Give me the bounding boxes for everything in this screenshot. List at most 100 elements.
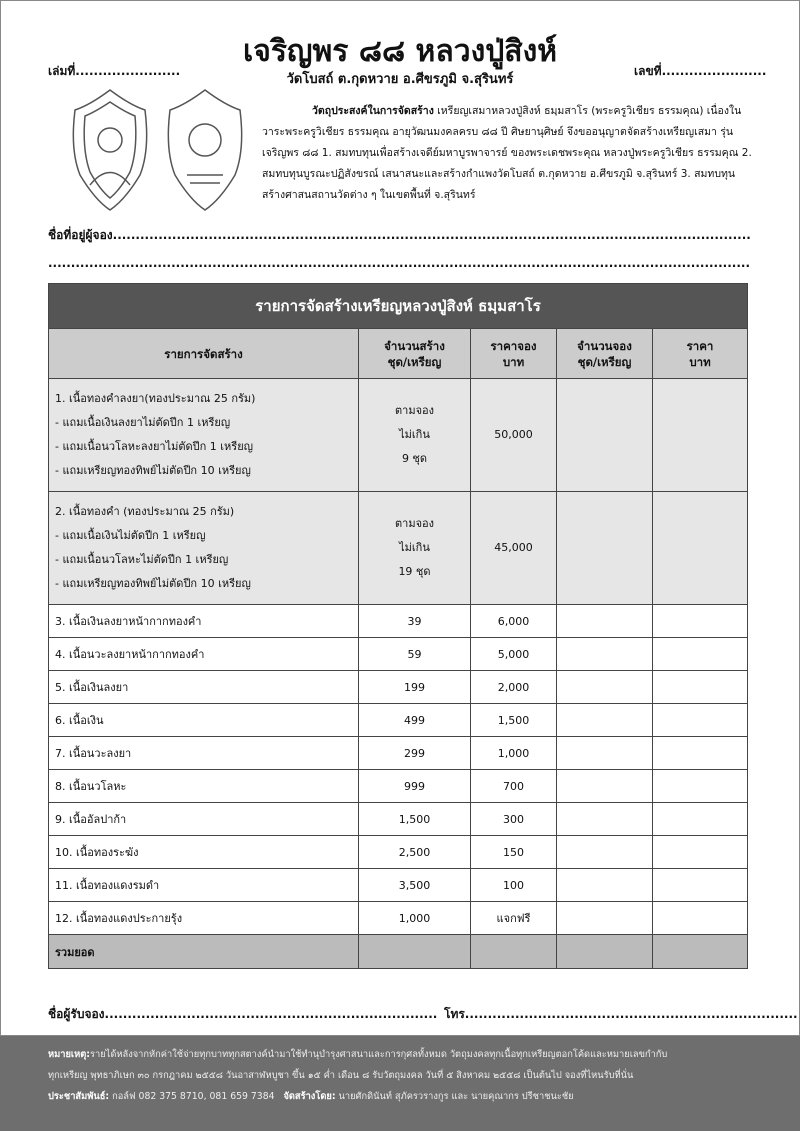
item-cell: 7. เนื้อนวะลงยา: [48, 736, 359, 770]
total-count-cell[interactable]: [556, 934, 653, 969]
note-label: หมายเหตุ:: [48, 1049, 90, 1060]
order-count-cell[interactable]: [556, 901, 653, 935]
table-row: 8. เนื้อนวโลหะ 999 700: [48, 769, 748, 803]
order-count-cell[interactable]: [556, 835, 653, 869]
qty-cell: 39: [358, 604, 471, 638]
item-cell: 6. เนื้อเงิน: [48, 703, 359, 737]
amount-cell[interactable]: [652, 703, 748, 737]
item-cell: 4. เนื้อนวะลงยาหน้ากากทองคำ: [48, 637, 359, 671]
order-count-cell[interactable]: [556, 736, 653, 770]
note-text: รายได้หลังจากหักค่าใช้จ่ายทุกบาททุกสตางค…: [90, 1049, 668, 1060]
amount-cell[interactable]: [652, 868, 748, 902]
item-line: - แถมเหรียญทองทิพย์ไม่ตัดปีก 10 เหรียญ: [55, 464, 251, 477]
col-header-price: ราคาจอง บาท: [470, 328, 557, 379]
made-by-label: จัดสร้างโดย:: [283, 1091, 336, 1102]
amount-cell[interactable]: [652, 378, 748, 492]
form-number-label: เลขที่.......................: [634, 64, 767, 78]
price-cell: 150: [470, 835, 557, 869]
qty-cell: 999: [358, 769, 471, 803]
price-cell: 300: [470, 802, 557, 836]
table-row: 1. เนื้อทองคำลงยา(ทองประมาณ 25 กรัม) - แถ…: [48, 378, 748, 492]
amount-cell[interactable]: [652, 835, 748, 869]
qty-cell: 1,500: [358, 802, 471, 836]
price-cell: 6,000: [470, 604, 557, 638]
item-cell: 8. เนื้อนวโลหะ: [48, 769, 359, 803]
qty-cell: 499: [358, 703, 471, 737]
amount-cell[interactable]: [652, 604, 748, 638]
note-text-2: ทุกเหรียญ พุทธาภิเษก ๓๐ กรกฎาคม ๒๕๕๘ วัน…: [48, 1070, 634, 1081]
table-row: 12. เนื้อทองแดงประกายรุ้ง 1,000 แจกฟรี: [48, 901, 748, 935]
price-cell: แจกฟรี: [470, 901, 557, 935]
qty-cell: 59: [358, 637, 471, 671]
order-count-cell[interactable]: [556, 703, 653, 737]
medal-back-image: [167, 89, 243, 211]
item-cell: 11. เนื้อทองแดงรมดำ: [48, 868, 359, 902]
table-row: 9. เนื้ออัลปาก้า 1,500 300: [48, 802, 748, 836]
amount-cell[interactable]: [652, 802, 748, 836]
order-count-cell[interactable]: [556, 868, 653, 902]
col-header-item: รายการจัดสร้าง: [48, 328, 359, 379]
amount-cell[interactable]: [652, 670, 748, 704]
item-line: 2. เนื้อทองคำ (ทองประมาณ 25 กรัม): [55, 505, 235, 518]
amount-cell[interactable]: [652, 736, 748, 770]
amount-cell[interactable]: [652, 769, 748, 803]
table-row: 7. เนื้อนวะลงยา 299 1,000: [48, 736, 748, 770]
price-cell: 2,000: [470, 670, 557, 704]
order-count-cell[interactable]: [556, 637, 653, 671]
made-by-names: นายศักดินันท์ สุภัครวรางกูร และ นายคุณาก…: [338, 1091, 574, 1102]
item-cell: 9. เนื้ออัลปาก้า: [48, 802, 359, 836]
order-count-cell[interactable]: [556, 491, 653, 605]
receiver-name-field[interactable]: ชื่อผู้รับจอง...........................…: [48, 1007, 438, 1021]
phone-field[interactable]: โทร.....................................…: [444, 1007, 798, 1021]
table-row: 3. เนื้อเงินลงยาหน้ากากทองคำ 39 6,000: [48, 604, 748, 638]
item-line: - แถมเนื้อเงินไม่ตัดปีก 1 เหรียญ: [55, 529, 206, 542]
table-row: 11. เนื้อทองแดงรมดำ 3,500 100: [48, 868, 748, 902]
col-header-order-count: จำนวนจอง ชุด/เหรียญ: [556, 328, 653, 379]
order-count-cell[interactable]: [556, 769, 653, 803]
order-count-cell[interactable]: [556, 378, 653, 492]
table-row: 10. เนื้อทองระฆัง 2,500 150: [48, 835, 748, 869]
purpose-label: วัตถุประสงค์ในการจัดสร้าง: [312, 105, 434, 117]
price-cell: 5,000: [470, 637, 557, 671]
total-amount-cell[interactable]: [652, 934, 748, 969]
price-cell: 50,000: [470, 378, 557, 492]
address-field-line2[interactable]: ........................................…: [48, 256, 750, 270]
table-row: 5. เนื้อเงินลงยา 199 2,000: [48, 670, 748, 704]
medal-front-image: [72, 89, 148, 211]
item-line: 1. เนื้อทองคำลงยา(ทองประมาณ 25 กรัม): [55, 392, 256, 405]
amount-cell[interactable]: [652, 491, 748, 605]
address-field[interactable]: ชื่อที่อยู่ผู้จอง.......................…: [48, 228, 750, 242]
table-row: 2. เนื้อทองคำ (ทองประมาณ 25 กรัม) - แถมเน…: [48, 491, 748, 605]
purpose-text: เหรียญเสมาหลวงปู่สิงห์ ธมฺมสาโร (พระครูว…: [262, 105, 752, 201]
table-row: 4. เนื้อนวะลงยาหน้ากากทองคำ 59 5,000: [48, 637, 748, 671]
qty-cell: 199: [358, 670, 471, 704]
order-count-cell[interactable]: [556, 670, 653, 704]
pr-label: ประชาสัมพันธ์:: [48, 1091, 110, 1102]
book-number-label: เล่มที่.......................: [48, 64, 181, 78]
amount-cell[interactable]: [652, 901, 748, 935]
item-cell: 5. เนื้อเงินลงยา: [48, 670, 359, 704]
order-count-cell[interactable]: [556, 604, 653, 638]
item-cell: 12. เนื้อทองแดงประกายรุ้ง: [48, 901, 359, 935]
footer-notes: หมายเหตุ:รายได้หลังจากหักค่าใช้จ่ายทุกบา…: [0, 1036, 800, 1131]
order-count-cell[interactable]: [556, 802, 653, 836]
item-line: - แถมเนื้อนวโลหะไม่ตัดปีก 1 เหรียญ: [55, 553, 229, 566]
item-line: - แถมเหรียญทองทิพย์ไม่ตัดปีก 10 เหรียญ: [55, 577, 251, 590]
qty-cell: 1,000: [358, 901, 471, 935]
price-cell: 1,000: [470, 736, 557, 770]
col-header-qty: จำนวนสร้าง ชุด/เหรียญ: [358, 328, 471, 379]
order-table: รายการจัดสร้างเหรียญหลวงปู่สิงห์ ธมฺมสาโ…: [48, 283, 748, 969]
qty-cell: 299: [358, 736, 471, 770]
item-cell: 3. เนื้อเงินลงยาหน้ากากทองคำ: [48, 604, 359, 638]
item-cell: 2. เนื้อทองคำ (ทองประมาณ 25 กรัม) - แถมเน…: [48, 491, 359, 605]
item-line: - แถมเนื้อนวโลหะลงยาไม่ตัดปีก 1 เหรียญ: [55, 440, 254, 453]
table-row: 6. เนื้อเงิน 499 1,500: [48, 703, 748, 737]
price-cell: 45,000: [470, 491, 557, 605]
total-label: รวมยอด: [48, 934, 359, 969]
item-line: - แถมเนื้อเงินลงยาไม่ตัดปีก 1 เหรียญ: [55, 416, 231, 429]
item-cell: 1. เนื้อทองคำลงยา(ทองประมาณ 25 กรัม) - แถ…: [48, 378, 359, 492]
amount-cell[interactable]: [652, 637, 748, 671]
item-cell: 10. เนื้อทองระฆัง: [48, 835, 359, 869]
qty-cell: 3,500: [358, 868, 471, 902]
col-header-total: ราคา บาท: [652, 328, 748, 379]
